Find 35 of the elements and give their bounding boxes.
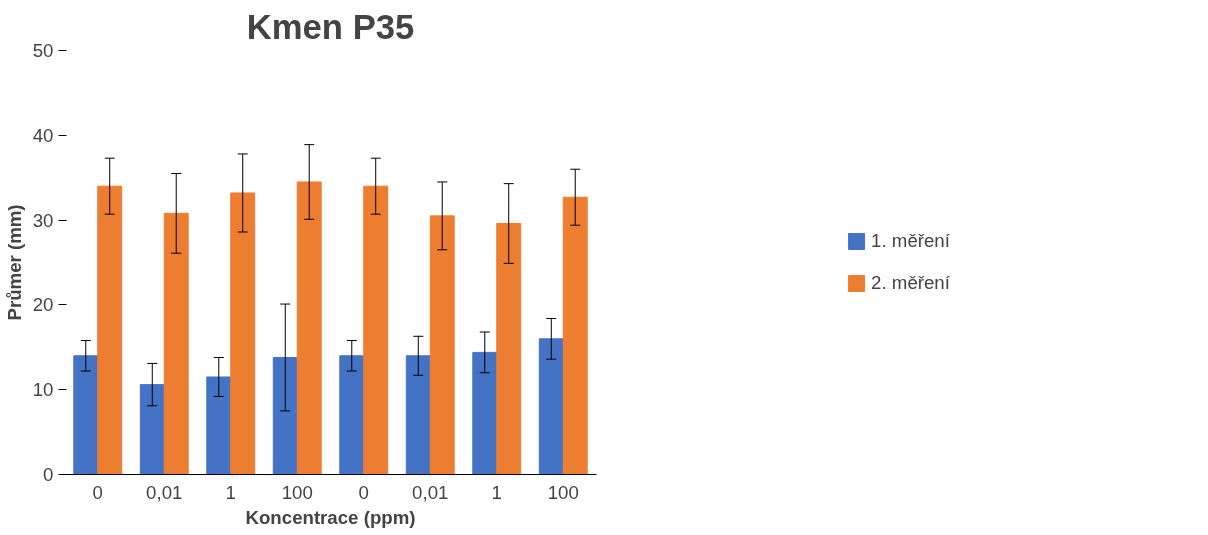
y-tick-label: 50 xyxy=(32,40,54,61)
x-tick-label: 100 xyxy=(281,481,313,503)
bar xyxy=(206,376,232,475)
bar xyxy=(363,185,389,475)
bar xyxy=(296,181,322,475)
bar xyxy=(339,355,365,475)
bar xyxy=(163,212,189,475)
x-tick-label: 0,01 xyxy=(412,481,449,503)
x-tick-label: 1 xyxy=(491,481,502,503)
x-tick-label: 0,01 xyxy=(146,481,183,503)
x-tick-label: 0 xyxy=(92,481,103,503)
bar xyxy=(230,192,256,475)
x-tick-label: 0 xyxy=(358,481,369,503)
bar xyxy=(139,384,165,475)
x-tick-label: 1 xyxy=(225,481,236,503)
y-tick-label: 40 xyxy=(32,124,54,146)
bar xyxy=(405,355,431,475)
bar xyxy=(429,215,455,475)
legend-label: 2. měření xyxy=(871,272,950,294)
y-tick-label: 0 xyxy=(43,464,54,485)
bar xyxy=(472,351,498,475)
bar xyxy=(97,185,123,475)
x-tick-label: 100 xyxy=(547,481,579,503)
chart-title: Kmen P35 xyxy=(246,7,415,46)
bar xyxy=(272,356,298,475)
bar xyxy=(73,355,99,475)
y-axis-title: Průmer (mm) xyxy=(3,204,25,321)
bar xyxy=(538,338,564,475)
bar xyxy=(496,222,522,475)
bar xyxy=(562,196,588,475)
y-tick-label: 20 xyxy=(32,294,54,316)
x-axis-title: Koncentrace (ppm) xyxy=(245,506,416,528)
legend-label: 1. měření xyxy=(871,230,950,252)
y-tick-label: 30 xyxy=(32,209,54,231)
y-tick-label: 10 xyxy=(32,379,54,401)
